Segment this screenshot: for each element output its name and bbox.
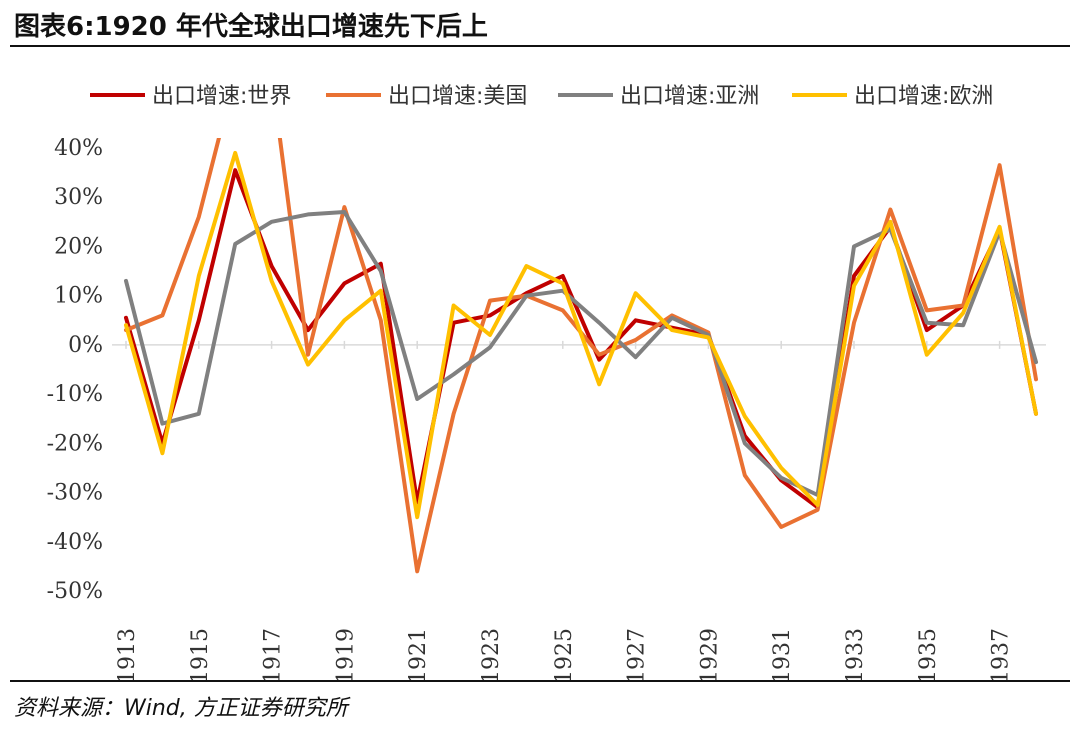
source-divider: [10, 680, 1070, 682]
x-tick-label: 1917: [261, 628, 286, 684]
y-tick-label: 30%: [54, 185, 103, 210]
plot-lines: [124, 138, 1038, 574]
x-axis: 1913 1915 1917 1919 1921 1923 1925 1927 1929 1931…: [112, 340, 1046, 684]
x-tick-label: 1925: [552, 628, 577, 684]
series-line-3: [124, 150, 1038, 520]
legend-label-2: 出口增速:亚洲: [620, 84, 759, 109]
y-tick-label: -50%: [47, 579, 103, 604]
figure-title: 图表6:1920 年代全球出口增速先下后上: [14, 12, 488, 42]
y-tick-label: -40%: [47, 530, 103, 555]
x-tick-label: 1935: [916, 628, 941, 684]
x-tick-label: 1929: [697, 628, 722, 684]
y-tick-label: -10%: [47, 382, 103, 407]
x-tick-label: 1915: [188, 628, 213, 684]
y-tick-label: 10%: [54, 284, 103, 309]
source-note: 资料来源：Wind, 方正证券研究所: [14, 696, 348, 721]
y-tick-label: 0%: [68, 333, 103, 358]
x-tick-label: 1937: [989, 628, 1014, 684]
y-tick-label: -20%: [47, 431, 103, 456]
x-tick-label: 1913: [115, 628, 140, 684]
x-tick-label: 1927: [625, 628, 650, 684]
x-tick-label: 1931: [770, 628, 795, 684]
x-tick-label: 1919: [333, 628, 358, 684]
legend-label-1: 出口增速:美国: [388, 84, 527, 109]
y-tick-label: 20%: [54, 234, 103, 259]
legend-label-0: 出口增速:世界: [152, 84, 291, 109]
y-tick-label: 40%: [54, 136, 103, 161]
x-tick-label: 1933: [843, 628, 868, 684]
x-tick-label: 1923: [479, 628, 504, 684]
chart-legend: 出口增速:世界 出口增速:美国 出口增速:亚洲 出口增速:欧洲: [90, 84, 993, 109]
y-axis: 40% 30% 20% 10% 0% -10% -20% -30% -40% -50%: [47, 136, 103, 604]
title-divider: [10, 45, 1070, 47]
y-tick-label: -30%: [47, 481, 103, 506]
x-tick-label: 1921: [406, 628, 431, 684]
legend-label-3: 出口增速:欧洲: [854, 84, 993, 109]
